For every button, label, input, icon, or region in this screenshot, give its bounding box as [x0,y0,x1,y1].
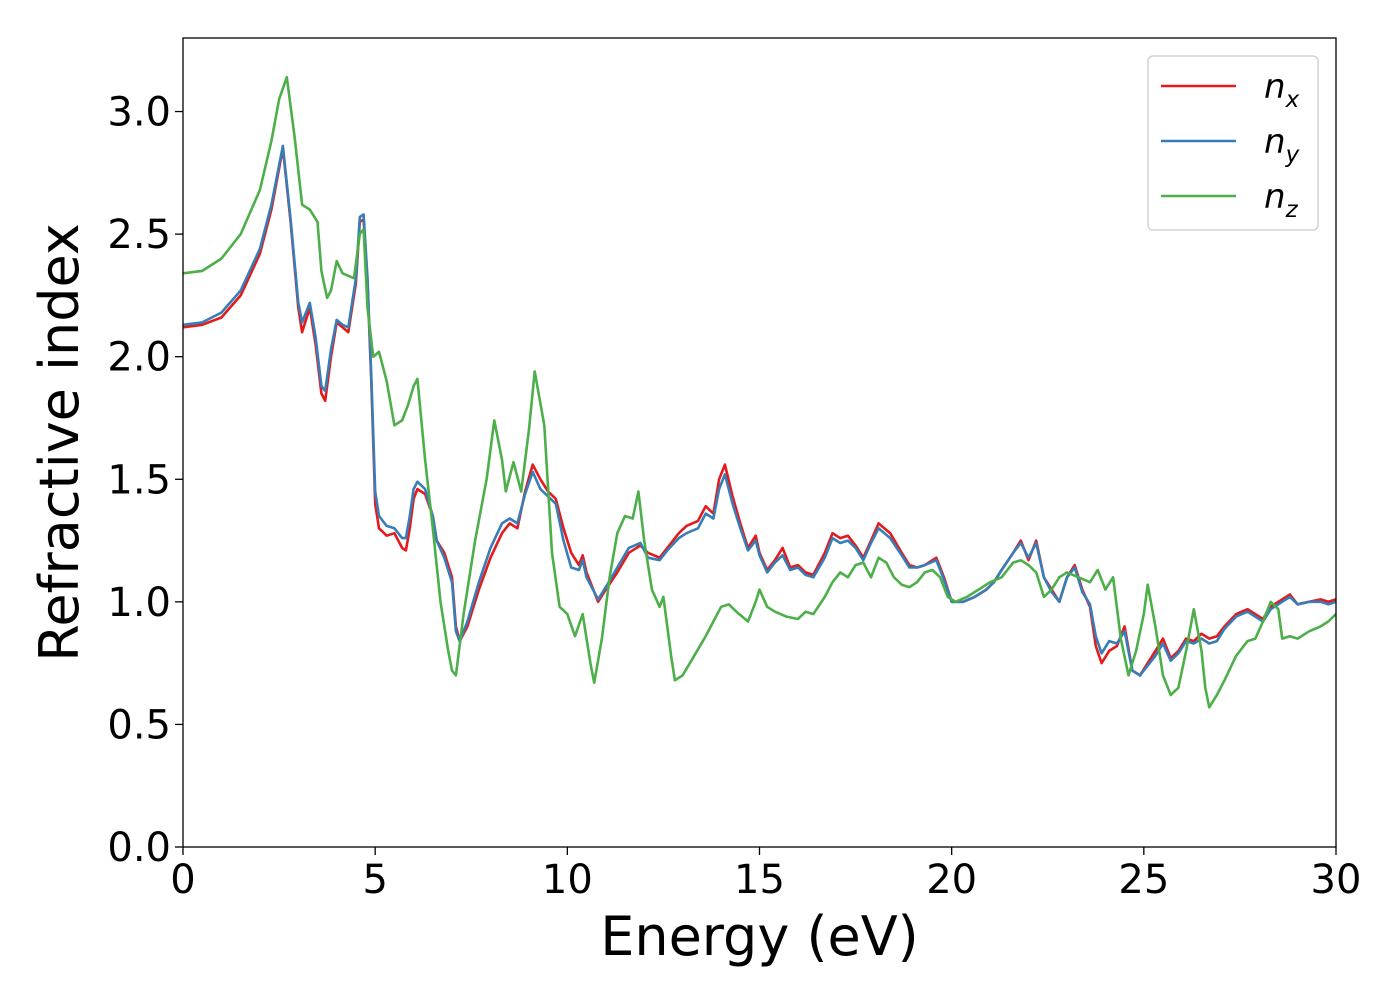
x-tick-label: 10 [542,857,593,903]
series-line-nz [183,75,1336,709]
x-tick-label: 25 [1118,857,1169,903]
y-tick-label: 1.0 [107,580,171,626]
x-tick-label: 5 [362,857,387,903]
y-axis-ticks: 0.0 0.5 1.0 1.5 2.0 2.5 3.0 [107,90,183,871]
y-tick-label: 3.0 [107,90,171,136]
legend-subscript: z [1285,197,1299,223]
y-axis-title: Refractive index [28,223,91,662]
y-tick-label: 0.0 [107,825,171,871]
x-tick-label: 30 [1311,857,1362,903]
legend-subscript: y [1285,142,1300,168]
y-tick-label: 0.5 [107,702,171,748]
y-tick-label: 2.0 [107,335,171,381]
x-axis-title: Energy (eV) [600,905,919,968]
legend-box [1147,55,1319,231]
x-tick-label: 0 [170,857,195,903]
y-tick-label: 1.5 [107,457,171,503]
x-tick-label: 20 [926,857,977,903]
x-axis-ticks: 0 5 10 15 20 25 30 [170,847,1361,903]
x-tick-label: 15 [734,857,785,903]
series-line-ny [183,144,1336,677]
y-tick-label: 2.5 [107,212,171,258]
legend-subscript: x [1285,87,1300,113]
series-layer [183,75,1336,709]
